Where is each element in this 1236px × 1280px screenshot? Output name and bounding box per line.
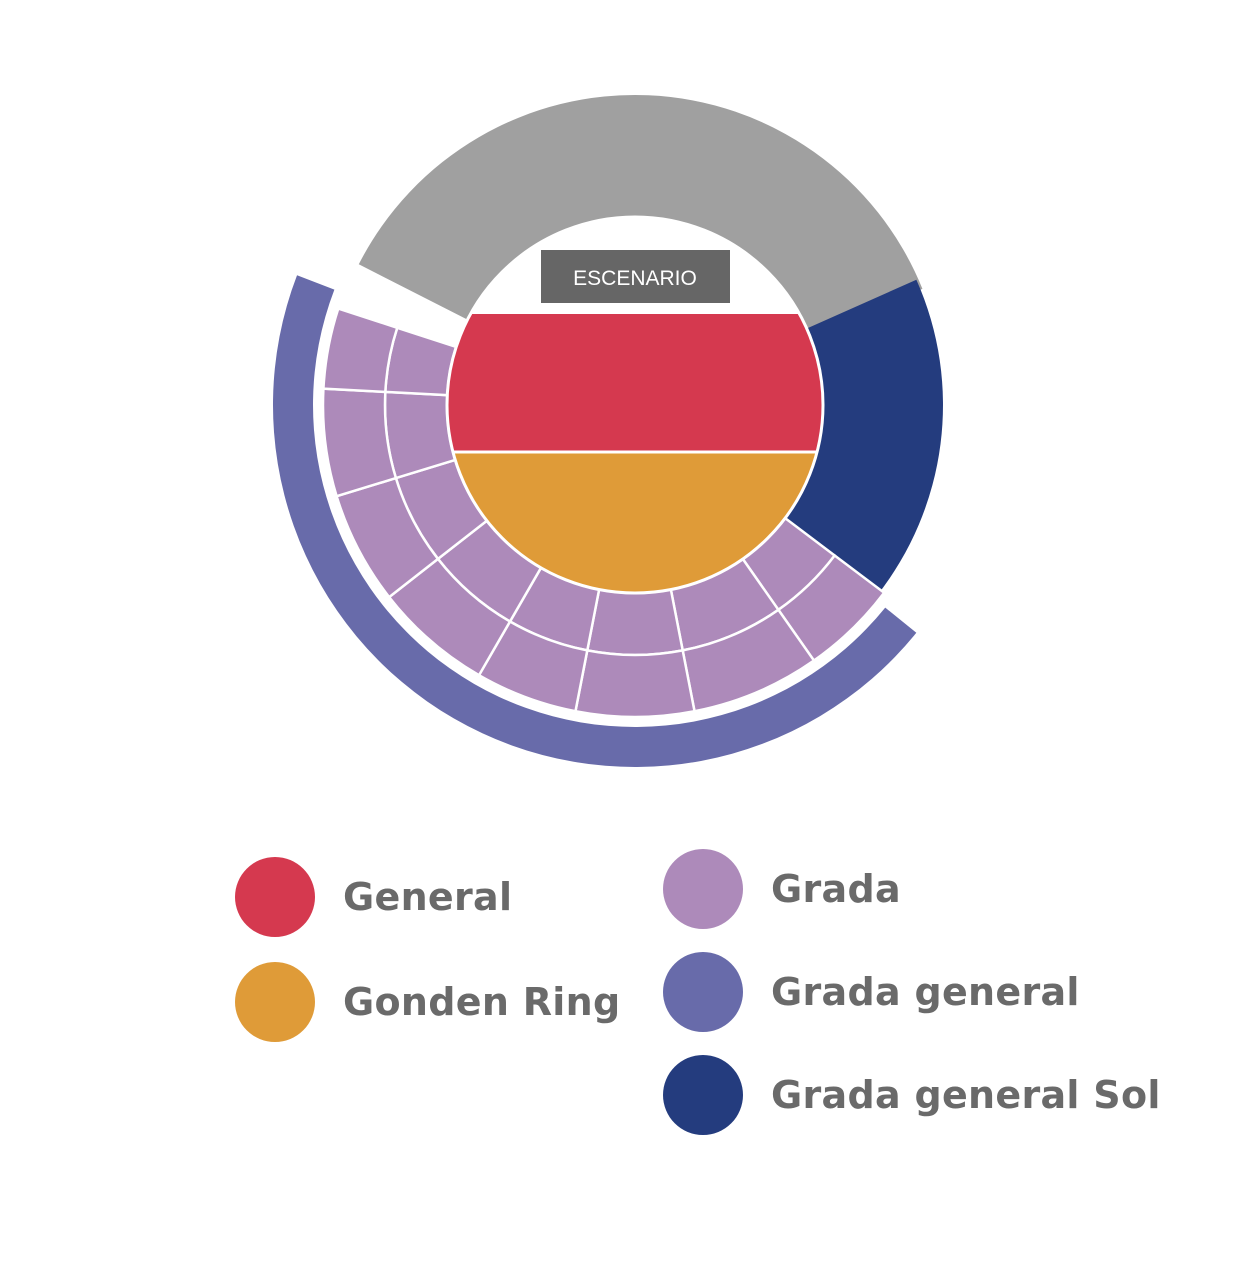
stage-box [541, 250, 730, 303]
legend-label-grada: Grada [771, 867, 901, 911]
legend-label-golden-ring: Gonden Ring [343, 980, 621, 1024]
grada-section-outer [574, 648, 696, 719]
legend-label-general: General [343, 875, 513, 919]
legend-item-grada: Grada [663, 849, 901, 929]
floor-outline [445, 215, 825, 595]
upper-tier-section [358, 94, 923, 335]
grada-general-swatch [663, 952, 743, 1032]
legend-label-grada-general: Grada general [771, 970, 1080, 1014]
grada-section-outer [321, 387, 398, 498]
grada-general-sol-swatch [663, 1055, 743, 1135]
golden-ring-swatch [235, 962, 315, 1042]
grada-section-inner [585, 588, 685, 657]
grada-section-outer [322, 307, 399, 394]
stage-label: ESCENARIO [573, 267, 697, 290]
grada-section-inner [384, 326, 458, 397]
legend-item-golden-ring: Gonden Ring [235, 962, 620, 1042]
general-section [447, 314, 823, 452]
grada-swatch [663, 849, 743, 929]
general-swatch [235, 857, 315, 937]
legend-label-grada-general-sol: Grada general Sol [771, 1073, 1161, 1117]
legend-item-grada-general-sol: Grada general Sol [663, 1055, 1161, 1135]
legend-item-grada-general: Grada general [663, 952, 1080, 1032]
legend-item-general: General [235, 857, 512, 937]
